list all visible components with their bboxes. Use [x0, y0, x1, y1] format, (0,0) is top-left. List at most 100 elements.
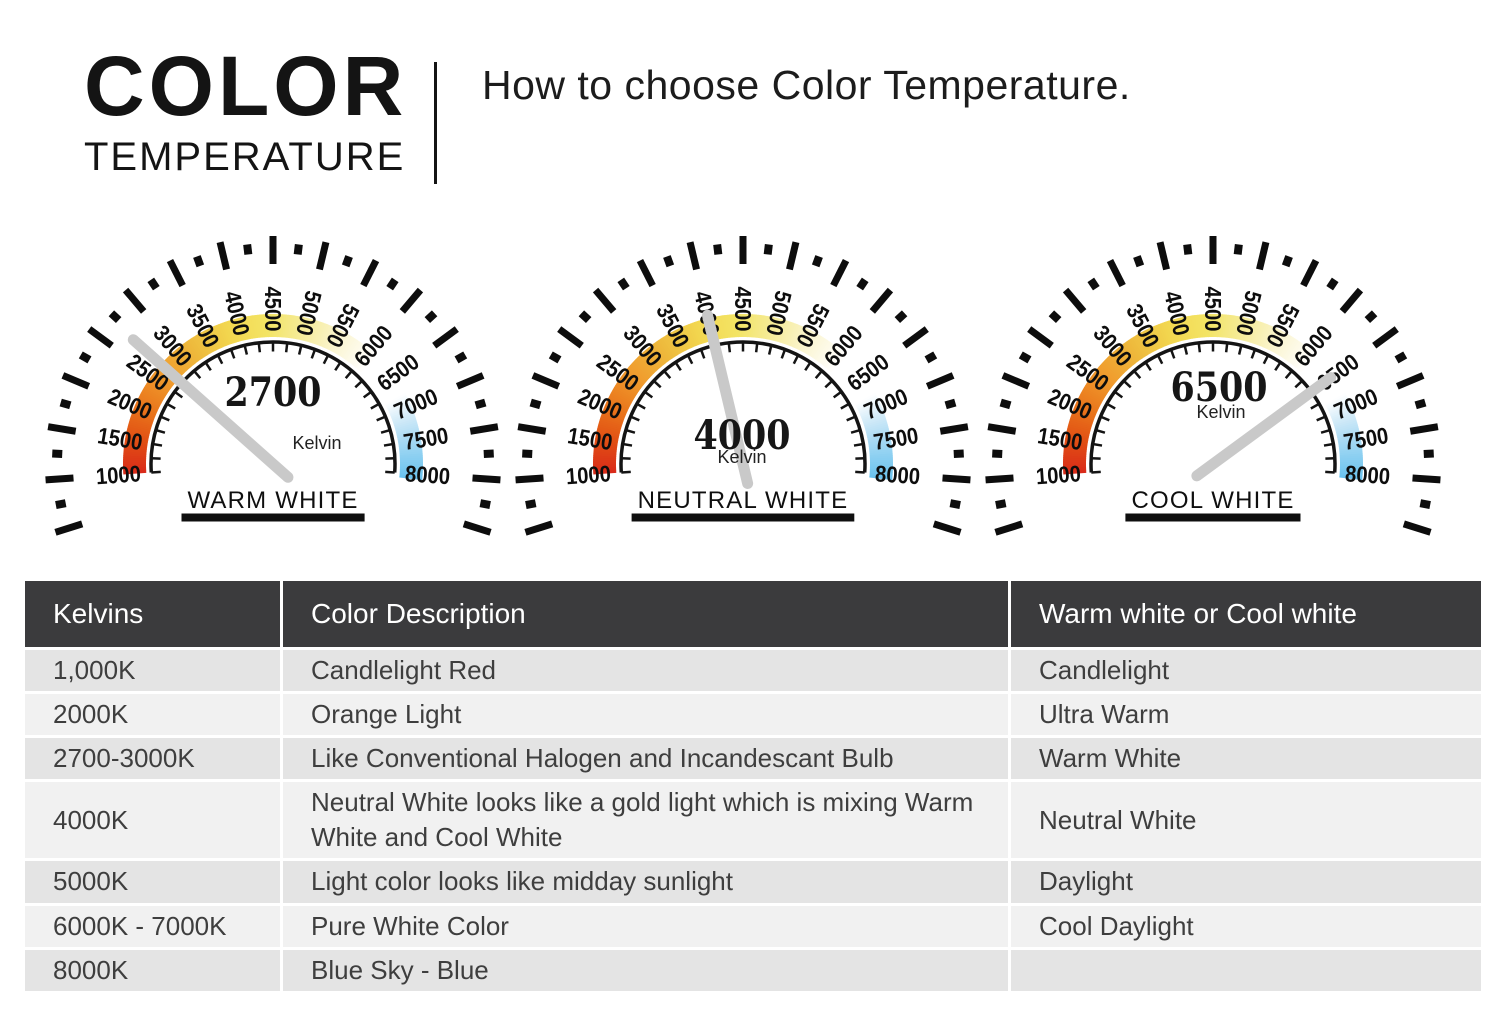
outer-major-tick — [1339, 287, 1364, 314]
outer-major-tick — [994, 520, 1024, 536]
outer-major-tick — [636, 259, 656, 288]
outer-major-tick — [531, 372, 561, 390]
inner-tick — [229, 349, 236, 359]
inner-tick — [193, 370, 202, 379]
outer-major-tick — [557, 326, 584, 349]
outer-minor-tick — [108, 310, 122, 324]
table-cell: Daylight — [1011, 861, 1481, 903]
table-header-row: Kelvins Color Description Warm white or Co… — [25, 581, 1481, 647]
warm-color-band-segment — [1300, 355, 1318, 374]
outer-major-tick — [61, 372, 91, 390]
inner-tick — [792, 354, 800, 365]
outer-minor-tick — [1364, 310, 1378, 324]
outer-major-tick — [216, 241, 230, 271]
column-header: Kelvins — [25, 581, 280, 647]
table-cell: Pure White Color — [283, 905, 1008, 947]
table-cell: 6000K - 7000K — [25, 905, 280, 947]
table-row: 8000K Blue Sky - Blue — [25, 949, 1481, 991]
inner-tick — [804, 361, 812, 371]
table-cell: Candlelight Red — [283, 650, 1008, 692]
gauge-name-label: COOL WHITE — [1131, 487, 1294, 514]
inner-tick — [754, 342, 759, 353]
outer-major-tick — [1027, 326, 1054, 349]
outer-major-tick — [469, 423, 499, 435]
outer-minor-tick — [1326, 277, 1339, 291]
inner-tick — [846, 415, 856, 422]
outer-major-tick — [399, 287, 424, 314]
outer-minor-tick — [763, 244, 773, 255]
gauge-name-underline — [181, 513, 365, 522]
gauge-needle — [127, 334, 294, 483]
outer-major-tick — [524, 520, 554, 536]
table-cell: 1,000K — [25, 650, 280, 692]
table-cell: Warm White — [1011, 738, 1481, 780]
outer-minor-tick — [949, 499, 961, 510]
outer-major-tick — [472, 474, 501, 484]
kelvin-table: Kelvins Color Description Warm white or Co… — [22, 578, 1484, 994]
gauge-name-label: NEUTRAL WHITE — [638, 487, 849, 514]
outer-minor-tick — [1419, 499, 1431, 510]
outer-major-tick — [939, 423, 969, 435]
outer-major-tick — [1412, 474, 1441, 484]
inner-tick — [243, 345, 249, 355]
warm-color-band-segment — [360, 355, 378, 374]
gauge-needle — [701, 309, 754, 489]
dial-scale-label: 1000 — [95, 460, 142, 489]
inner-tick — [204, 361, 212, 371]
inner-tick — [173, 390, 184, 399]
gauge-dial-svg: 1000150020002500300035004000450050005500… — [515, 236, 971, 536]
table-cell: 2000K — [25, 694, 280, 736]
inner-tick — [636, 402, 646, 410]
table-header: Kelvins Color Description Warm white or Co… — [25, 581, 1481, 647]
warm-color-band-segment — [830, 355, 848, 374]
inner-tick — [310, 349, 317, 359]
table-cell: Ultra Warm — [1011, 694, 1481, 736]
outer-minor-tick — [55, 499, 67, 510]
gauge-neutral-white: 1000150020002500300035004000450050005500… — [508, 226, 978, 538]
page-title: How to choose Color Temperature. — [482, 62, 1131, 108]
outer-major-tick — [1372, 326, 1399, 349]
outer-major-tick — [54, 520, 84, 536]
outer-minor-tick — [1233, 244, 1243, 255]
outer-minor-tick — [856, 277, 869, 291]
inner-tick — [1100, 415, 1110, 422]
inner-tick — [840, 402, 850, 410]
gauge-warm-white: 1000 1500 2000 2500 3000 3500 4000 4500 5000 5500… — [38, 226, 508, 538]
outer-minor-tick — [474, 398, 487, 410]
table-row: 6000K - 7000K Pure White Color Cool Daylig… — [25, 905, 1481, 947]
dial-scale-label: 4500 — [730, 287, 756, 332]
table-cell: Neutral White looks like a gold light wh… — [283, 782, 1008, 859]
inner-tick — [652, 379, 662, 389]
inner-tick — [1316, 415, 1326, 422]
outer-minor-tick — [454, 351, 468, 364]
table-cell: 5000K — [25, 861, 280, 903]
inner-tick — [1133, 370, 1142, 379]
table-cell: Neutral White — [1011, 782, 1481, 859]
inner-tick — [780, 349, 787, 359]
inner-tick — [257, 342, 262, 353]
inner-tick — [370, 402, 380, 410]
inner-tick — [1274, 361, 1282, 371]
inner-tick — [643, 390, 654, 399]
inner-tick — [1284, 370, 1293, 379]
outer-major-tick — [316, 241, 330, 271]
table-cell: 4000K — [25, 782, 280, 859]
table-row: 5000K Light color looks like midday sunli… — [25, 861, 1481, 903]
inner-tick — [1156, 354, 1164, 365]
gauge-cool-white: 1000 1500 2000 2500 3000 3500 4000 4500 5000 5500… — [978, 226, 1448, 538]
logo: COLOR TEMPERATURE — [84, 44, 407, 180]
inner-tick — [1169, 349, 1176, 359]
outer-major-tick — [987, 423, 1017, 435]
outer-major-tick — [1062, 287, 1087, 314]
outer-minor-tick — [995, 499, 1007, 510]
outer-minor-tick — [78, 351, 92, 364]
inner-tick — [1122, 379, 1132, 389]
inner-dial-arc — [1089, 340, 1337, 473]
inner-tick — [160, 415, 170, 422]
inner-tick — [622, 442, 633, 447]
inner-tick — [699, 349, 706, 359]
inner-tick — [155, 428, 166, 434]
inner-tick — [284, 342, 289, 353]
